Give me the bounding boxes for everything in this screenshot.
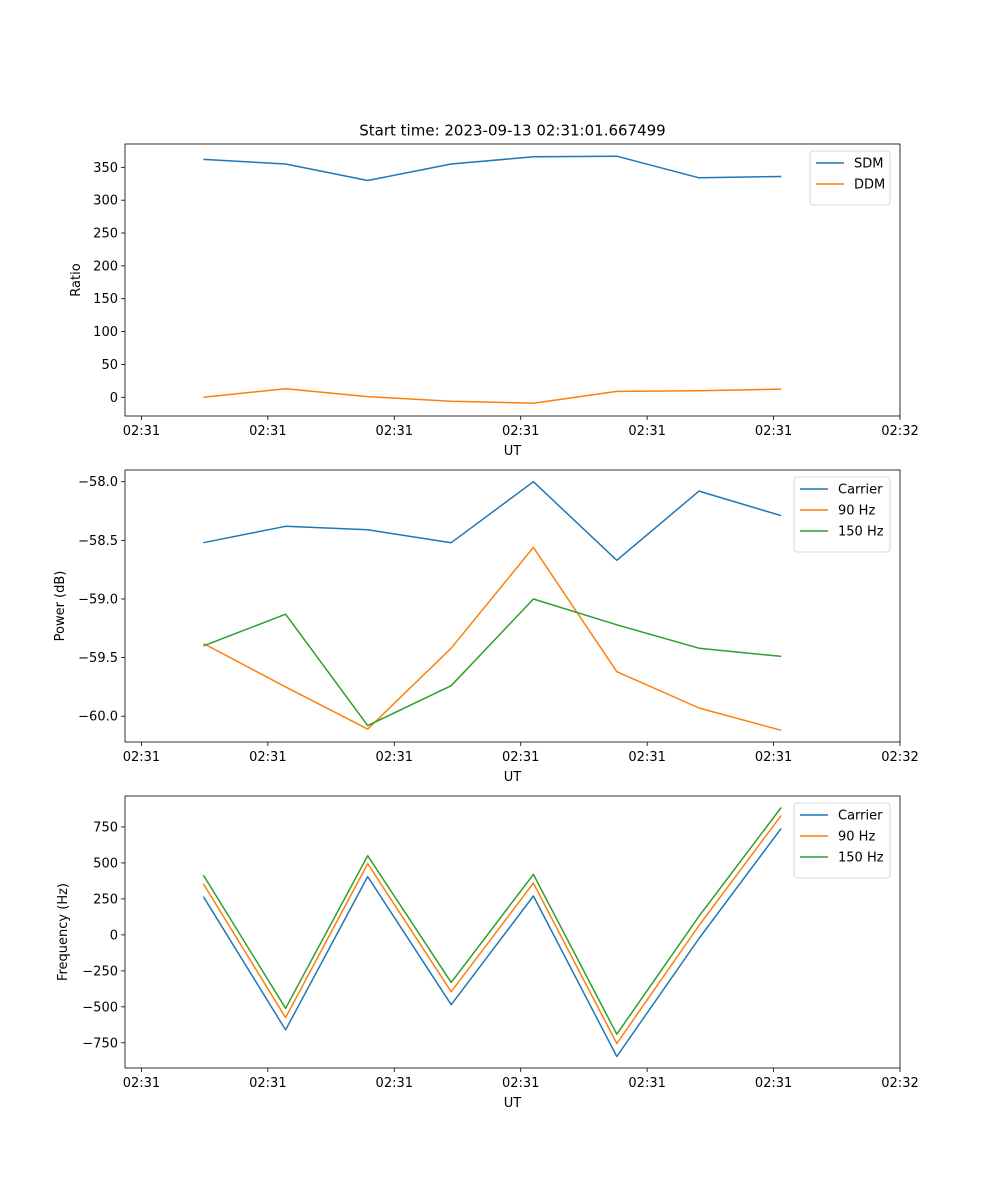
power-panel: 02:31 02:31 02:31 02:31 02:31 02:31 02:32 −58.0… [53, 469, 919, 785]
x-tick-label: 02:31 [502, 1076, 539, 1091]
legend-frame [809, 150, 891, 206]
x-tick-label: 02:31 [249, 750, 286, 765]
y-axis-label: Ratio [69, 263, 84, 296]
x-tick-label: 02:31 [755, 424, 792, 439]
legend-frame [793, 476, 891, 553]
legend: SDM DDM [809, 150, 891, 206]
x-tick-label: 02:31 [628, 424, 665, 439]
legend-frame [793, 802, 891, 879]
series-line-ddm [203, 387, 782, 404]
x-tick-label: 02:31 [755, 1076, 792, 1091]
x-tick-label: 02:31 [376, 750, 413, 765]
y-tick-label: −59.5 [78, 651, 118, 666]
frequency-panel: 02:31 02:31 02:31 02:31 02:31 02:31 02:32 750 50… [56, 795, 919, 1111]
y-tick-label: −58.0 [78, 475, 118, 490]
series-line-carrier [202, 827, 782, 1058]
y-tick-label: 500 [93, 856, 118, 871]
legend-label: 150 Hz [838, 525, 884, 540]
series-line-90-hz [203, 546, 782, 732]
legend: Carrier 90 Hz 150 Hz [793, 476, 891, 553]
y-tick-label: 0 [110, 391, 118, 406]
x-tick-label: 02:32 [881, 750, 918, 765]
legend-label: DDM [854, 178, 885, 193]
x-tick-label: 02:31 [502, 424, 539, 439]
x-axis-label: UT [504, 1096, 522, 1111]
axes-frame [124, 143, 901, 417]
y-tick-label: 300 [93, 194, 118, 209]
legend: Carrier 90 Hz 150 Hz [793, 802, 891, 879]
series-line-carrier [203, 480, 782, 562]
x-tick-label: 02:31 [628, 750, 665, 765]
x-tick-label: 02:32 [881, 424, 918, 439]
y-tick-label: 750 [93, 820, 118, 835]
y-tick-label: 0 [110, 928, 118, 943]
x-tick-label: 02:31 [376, 1076, 413, 1091]
axes-frame [124, 469, 901, 743]
y-axis-label: Power (dB) [53, 571, 68, 642]
series-line-150-hz [202, 807, 782, 1035]
y-tick-label: −750 [82, 1036, 118, 1051]
y-tick-label: 150 [93, 292, 118, 307]
y-tick-label: 100 [93, 325, 118, 340]
axes-frame [124, 795, 901, 1069]
series-line-90-hz [202, 814, 782, 1045]
y-tick-label: 250 [93, 227, 118, 242]
y-tick-label: −250 [82, 964, 118, 979]
y-tick-label: 350 [93, 161, 118, 176]
series-line-150-hz [203, 598, 782, 727]
x-axis-label: UT [504, 444, 522, 459]
legend-label: 90 Hz [838, 830, 875, 845]
x-tick-label: 02:31 [502, 750, 539, 765]
legend-label: Carrier [838, 809, 883, 824]
x-tick-label: 02:31 [628, 1076, 665, 1091]
y-tick-label: 200 [93, 259, 118, 274]
x-tick-label: 02:31 [376, 424, 413, 439]
x-tick-label: 02:31 [755, 750, 792, 765]
ratio-panel: 02:31 02:31 02:31 02:31 02:31 02:31 02:32 0 50 10… [69, 143, 919, 459]
y-tick-label: −59.0 [78, 592, 118, 607]
y-tick-label: −60.0 [78, 710, 118, 725]
legend-label: Carrier [838, 483, 883, 498]
figure-title: Start time: 2023-09-13 02:31:01.667499 [359, 122, 665, 140]
y-tick-label: 250 [93, 892, 118, 907]
x-tick-label: 02:31 [123, 750, 160, 765]
x-tick-label: 02:32 [881, 1076, 918, 1091]
y-tick-label: −500 [82, 1000, 118, 1015]
y-tick-label: 50 [101, 358, 118, 373]
x-axis-label: UT [504, 770, 522, 785]
x-tick-label: 02:31 [123, 1076, 160, 1091]
x-tick-label: 02:31 [249, 424, 286, 439]
x-tick-label: 02:31 [249, 1076, 286, 1091]
legend-label: 150 Hz [838, 851, 884, 866]
legend-label: 90 Hz [838, 504, 875, 519]
y-axis-label: Frequency (Hz) [56, 883, 71, 981]
y-tick-label: −58.5 [78, 534, 118, 549]
series-line-sdm [203, 155, 782, 182]
legend-label: SDM [854, 157, 883, 172]
x-tick-label: 02:31 [123, 424, 160, 439]
